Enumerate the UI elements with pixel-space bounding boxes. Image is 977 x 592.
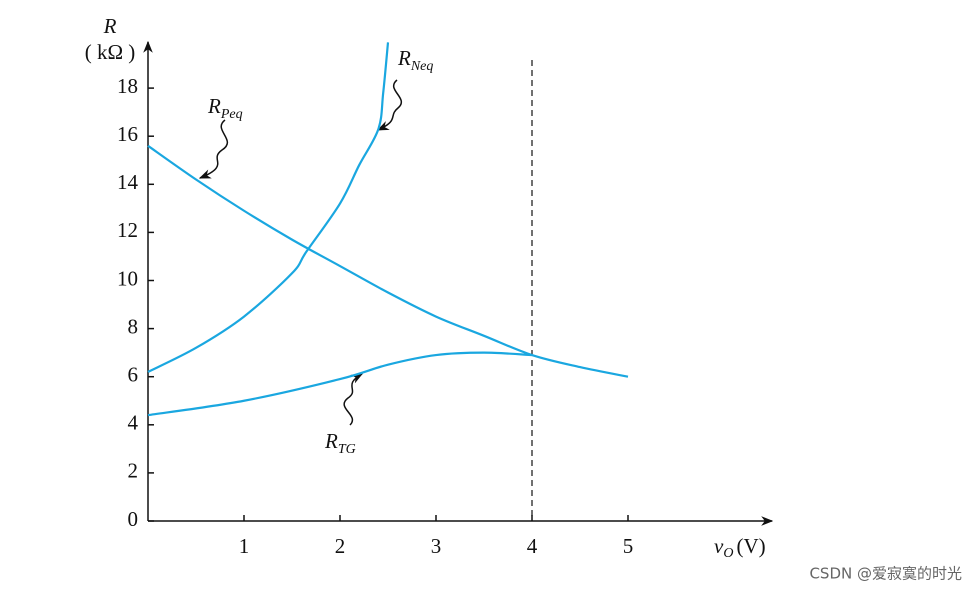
y-axis-label: R bbox=[103, 14, 117, 38]
line-series bbox=[147, 42, 390, 373]
y-tick-label: 6 bbox=[128, 363, 139, 387]
series-label-sub: Neq bbox=[410, 59, 434, 74]
series-label-main: R bbox=[207, 94, 221, 118]
series-label-sub: Peq bbox=[220, 107, 243, 122]
x-tick-label: 5 bbox=[623, 534, 634, 558]
x-tick-label: 3 bbox=[431, 534, 442, 558]
line-series bbox=[147, 351, 533, 417]
series-label: RTG bbox=[324, 429, 356, 457]
y-tick-label: 18 bbox=[117, 74, 138, 98]
y-tick-label: 4 bbox=[128, 411, 139, 435]
y-tick-label: 2 bbox=[128, 459, 139, 483]
y-tick-label: 8 bbox=[128, 314, 139, 338]
annotation-arrow bbox=[198, 119, 229, 179]
x-tick-label: 1 bbox=[239, 534, 250, 558]
line-series bbox=[147, 144, 629, 378]
y-axis-unit: ( kΩ ) bbox=[85, 40, 136, 64]
x-label-sub: O bbox=[723, 546, 733, 561]
annotation-arrow bbox=[376, 79, 402, 131]
y-tick-label: 0 bbox=[128, 507, 139, 531]
x-label-unit: (V) bbox=[736, 534, 765, 558]
y-tick-label: 14 bbox=[117, 170, 139, 194]
x-tick-label: 4 bbox=[527, 534, 538, 558]
y-tick-label: 10 bbox=[117, 266, 138, 290]
y-tick-label: 12 bbox=[117, 218, 138, 242]
x-axis-label: vO (V) bbox=[714, 534, 766, 561]
series-label-main: R bbox=[324, 429, 338, 453]
series-label: RNeq bbox=[397, 46, 433, 74]
x-label-main: v bbox=[714, 534, 724, 558]
x-tick-label: 2 bbox=[335, 534, 346, 558]
series-label-main: R bbox=[397, 46, 411, 70]
series-label: RPeq bbox=[207, 94, 243, 122]
y-tick-label: 16 bbox=[117, 122, 138, 146]
watermark: CSDN @爱寂寞的时光 bbox=[809, 565, 962, 583]
annotation-arrow bbox=[343, 373, 364, 426]
axes bbox=[143, 40, 774, 526]
series-label-sub: TG bbox=[338, 442, 356, 457]
